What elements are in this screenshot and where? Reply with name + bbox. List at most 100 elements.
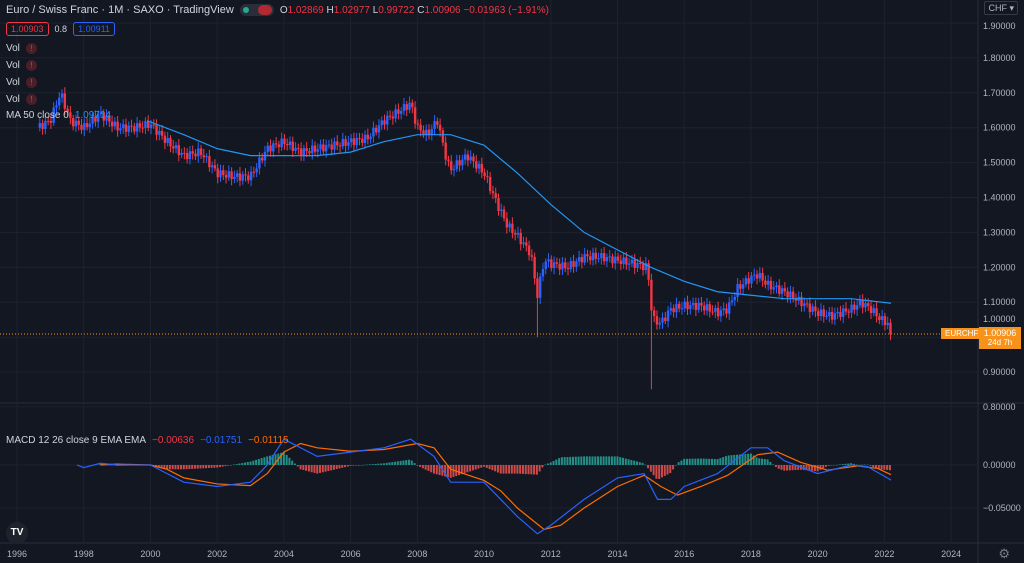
macd-histogram-bar bbox=[396, 461, 399, 465]
macd-histogram-bar bbox=[516, 465, 519, 474]
candle-body bbox=[58, 97, 61, 106]
macd-histogram-bar bbox=[316, 465, 319, 474]
macd-histogram-bar bbox=[699, 458, 702, 465]
candle-body bbox=[416, 123, 420, 125]
candle-body bbox=[691, 303, 695, 306]
macd-histogram-bar bbox=[866, 464, 869, 466]
macd-histogram-bar bbox=[188, 465, 191, 470]
sell-button[interactable]: 1.00903 bbox=[6, 22, 49, 36]
macd-histogram-bar bbox=[213, 465, 216, 468]
macd-histogram-bar bbox=[769, 461, 772, 465]
macd-histogram-bar bbox=[438, 465, 441, 476]
candle-body bbox=[286, 144, 289, 146]
candle-body bbox=[625, 257, 628, 265]
warning-icon[interactable]: ! bbox=[25, 77, 37, 88]
candle-body bbox=[483, 172, 486, 177]
macd-histogram-bar bbox=[460, 465, 463, 475]
candle-body bbox=[63, 93, 67, 109]
macd-histogram-bar bbox=[741, 454, 744, 465]
candle-body bbox=[652, 310, 656, 317]
macd-histogram-bar bbox=[366, 464, 369, 466]
macd-histogram-bar bbox=[335, 465, 338, 470]
candle-body bbox=[527, 245, 531, 256]
candle-body bbox=[647, 263, 650, 280]
candle-body bbox=[113, 121, 117, 127]
macd-histogram-bar bbox=[883, 465, 886, 470]
vol-legend-4[interactable]: Vol! bbox=[6, 94, 37, 105]
warning-icon[interactable]: ! bbox=[25, 60, 37, 71]
candle-body bbox=[719, 310, 723, 317]
candle-body bbox=[500, 209, 503, 211]
macd-histogram-bar bbox=[527, 465, 530, 475]
candle-body bbox=[352, 138, 356, 146]
candle-body bbox=[561, 262, 564, 270]
candle-body bbox=[188, 151, 192, 160]
macd-histogram-bar bbox=[685, 458, 688, 465]
candle-body bbox=[266, 145, 269, 152]
candle-body bbox=[386, 115, 389, 125]
macd-histogram-bar bbox=[230, 465, 233, 466]
macd-histogram-bar bbox=[875, 465, 878, 469]
macd-histogram-bar bbox=[816, 465, 819, 472]
candle-body bbox=[160, 130, 164, 136]
macd-histogram-bar bbox=[841, 464, 844, 465]
macd-histogram-bar bbox=[572, 456, 574, 465]
macd-histogram-bar bbox=[419, 465, 422, 467]
candle-body bbox=[753, 274, 756, 276]
candle-body bbox=[199, 148, 203, 156]
candle-body bbox=[619, 260, 623, 265]
candle-body bbox=[80, 124, 83, 130]
macd-histogram-bar bbox=[291, 460, 294, 465]
tradingview-logo[interactable]: TV bbox=[6, 522, 28, 544]
candle-body bbox=[711, 311, 714, 313]
candle-body bbox=[88, 123, 92, 128]
macd-histogram-bar bbox=[330, 465, 333, 471]
candle-body bbox=[853, 304, 856, 310]
macd-histogram-bar bbox=[780, 465, 783, 470]
currency-selector[interactable]: CHF ▾ bbox=[984, 1, 1018, 15]
macd-histogram-bar bbox=[483, 465, 486, 467]
candle-body bbox=[672, 308, 675, 313]
vol-legend-1[interactable]: Vol! bbox=[6, 43, 37, 54]
buy-button[interactable]: 1.00911 bbox=[73, 22, 115, 36]
candle-body bbox=[694, 303, 698, 310]
gear-icon[interactable]: ⚙ bbox=[998, 546, 1010, 561]
macd-histogram-bar bbox=[672, 465, 675, 470]
candle-body bbox=[600, 253, 603, 259]
macd-histogram-bar bbox=[327, 465, 330, 472]
macd-histogram-bar bbox=[697, 458, 700, 465]
macd-histogram-bar bbox=[510, 465, 513, 474]
macd-histogram-bar bbox=[191, 465, 194, 469]
symbol-title[interactable]: Euro / Swiss Franc · 1M · SAXO · Trading… bbox=[6, 4, 234, 16]
candle-body bbox=[138, 123, 142, 128]
vol-legend-2[interactable]: Vol! bbox=[6, 60, 37, 71]
macd-line bbox=[76, 438, 892, 535]
candle-body bbox=[830, 312, 834, 320]
macd-histogram-bar bbox=[533, 465, 536, 475]
candle-body bbox=[847, 311, 850, 313]
candle-body bbox=[452, 169, 456, 171]
market-status-toggle[interactable] bbox=[239, 4, 274, 16]
ma-legend[interactable]: MA 50 close 0 1.09714 bbox=[6, 110, 111, 121]
macd-histogram-bar bbox=[405, 460, 408, 465]
warning-icon[interactable]: ! bbox=[25, 43, 37, 54]
candle-body bbox=[566, 268, 570, 270]
last-price-label: 1.00906 24d 7h bbox=[979, 327, 1021, 349]
macd-legend[interactable]: MACD 12 26 close 9 EMA EMA −0.00636 −0.0… bbox=[6, 435, 289, 446]
macd-histogram-bar bbox=[813, 465, 816, 472]
bid-ask-row: 1.00903 0.8 1.00911 bbox=[6, 22, 115, 36]
candle-body bbox=[772, 287, 775, 290]
macd-histogram-bar bbox=[738, 454, 741, 465]
candle-body bbox=[130, 125, 133, 127]
candle-body bbox=[658, 322, 661, 325]
macd-histogram-bar bbox=[218, 465, 221, 468]
candle-body bbox=[313, 145, 317, 152]
candle-body bbox=[461, 159, 464, 166]
macd-histogram-bar bbox=[552, 460, 555, 465]
candle-body bbox=[594, 252, 597, 259]
candle-body bbox=[550, 259, 553, 269]
vol-legend-3[interactable]: Vol! bbox=[6, 77, 37, 88]
warning-icon[interactable]: ! bbox=[25, 94, 37, 105]
macd-histogram-bar bbox=[241, 463, 244, 465]
